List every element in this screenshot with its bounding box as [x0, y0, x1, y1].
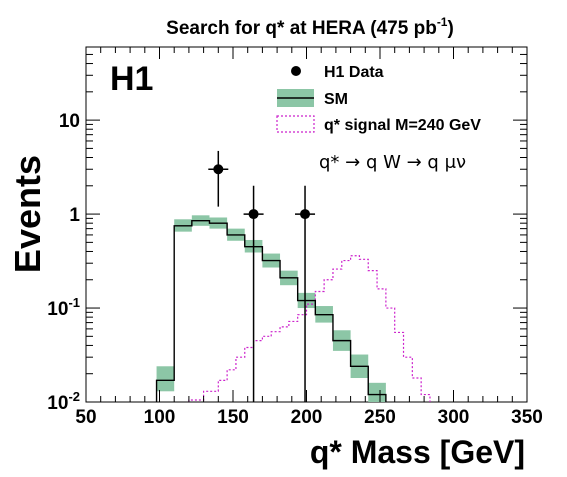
data-point-marker	[248, 209, 259, 220]
legend-signal-label: q* signal M=240 GeV	[324, 117, 481, 134]
data-point	[208, 150, 229, 207]
sm-histogram	[155, 220, 387, 402]
x-tick-label: 150	[217, 407, 249, 428]
axes: 50 100 150 200 250 300 350 10-2 10-1 1 10	[47, 46, 543, 428]
signal-histogram	[188, 255, 431, 402]
legend: H1 Data SM q* signal M=240 GeV	[276, 64, 481, 134]
x-tick-label: 250	[364, 407, 396, 428]
y-tick-label: 10-1	[47, 295, 80, 320]
y-axis-label: Events	[7, 155, 48, 273]
y-tick-label: 1	[69, 205, 80, 226]
data-points	[208, 150, 316, 402]
legend-data-label: H1 Data	[324, 64, 384, 81]
data-point-marker	[300, 209, 311, 220]
x-tick-label: 300	[438, 407, 470, 428]
x-tick-label: 350	[511, 407, 543, 428]
chart-title-sup: -1	[437, 15, 448, 29]
sm-band-bin	[156, 366, 175, 392]
sm-uncertainty-band	[156, 215, 386, 402]
x-axis-label: q* Mass [GeV]	[310, 434, 525, 470]
process-label: q* → q W → q μν	[319, 152, 466, 173]
chart-title-main: Search for q* at HERA (475 pb	[166, 18, 437, 39]
data-point	[243, 185, 264, 402]
data-point-marker	[213, 164, 224, 175]
chart-title-end: )	[447, 18, 453, 39]
legend-signal-box	[276, 115, 315, 133]
x-tick-label: 100	[144, 407, 176, 428]
legend-sm-label: SM	[324, 91, 348, 108]
legend-data-marker	[291, 66, 301, 76]
signal-step-line	[188, 255, 431, 402]
y-tick-label: 10	[59, 111, 80, 132]
y-tick-label: 10-2	[47, 389, 80, 414]
x-tick-label: 200	[291, 407, 323, 428]
data-point	[295, 185, 316, 402]
x-tick-label: 50	[75, 407, 96, 428]
experiment-label: H1	[110, 60, 153, 98]
sm-step-line	[155, 220, 387, 402]
sm-band-bin	[368, 382, 386, 402]
chart-title: Search for q* at HERA (475 pb-1)	[166, 15, 454, 39]
